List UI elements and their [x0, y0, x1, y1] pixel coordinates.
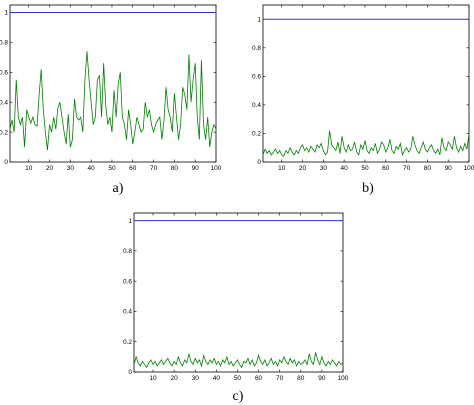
plot-frame — [9, 4, 217, 163]
x-tick-label: 10 — [25, 165, 33, 172]
x-tick-label: 50 — [361, 165, 369, 172]
x-tick-label: 50 — [234, 375, 242, 382]
x-tick-label: 90 — [445, 165, 453, 172]
series-line-signal — [9, 51, 217, 151]
x-tick-label: 40 — [88, 165, 96, 172]
y-tick-label: 0.2 — [123, 339, 132, 346]
chart-panel-1: 10 20 30 40 50 60 70 80 90 100 0 0.2 0.4 0.6 0.8 1 a) — [0, 4, 222, 196]
x-tick-label: 70 — [403, 165, 411, 172]
x-tick-label: 20 — [299, 165, 307, 172]
y-tick-label: 0.8 — [123, 248, 132, 255]
x-tick-label: 30 — [67, 165, 75, 172]
y-tick-label: 0.6 — [252, 74, 261, 81]
x-tick-label: 70 — [276, 375, 284, 382]
x-tick-label: 100 — [338, 375, 349, 382]
y-tick-label: 0.8 — [252, 45, 261, 52]
y-tick-label: 0 — [257, 159, 261, 166]
y-tick-label: 0.6 — [0, 69, 8, 76]
x-tick-label: 50 — [108, 165, 116, 172]
chart-panel-2: 10 20 30 40 50 60 70 80 90 100 0 0.2 0.4 0.6 0.8 1 b) — [252, 4, 474, 196]
x-tick-label: 40 — [213, 375, 221, 382]
panel-label: a) — [113, 181, 124, 196]
x-tick-label: 80 — [424, 165, 432, 172]
series-line-signal — [133, 352, 344, 369]
x-tick-label: 100 — [211, 165, 222, 172]
y-tick-label: 0 — [4, 159, 8, 166]
y-tick-label: 0.4 — [123, 309, 132, 316]
y-tick-label: 0.6 — [123, 278, 132, 285]
y-tick-label: 0.2 — [252, 131, 261, 138]
x-tick-label: 80 — [297, 375, 305, 382]
plot-frame — [262, 4, 470, 163]
x-tick-label: 60 — [255, 375, 263, 382]
x-tick-label: 60 — [382, 165, 390, 172]
y-tick-label: 0 — [128, 369, 132, 376]
x-tick-label: 80 — [171, 165, 179, 172]
x-tick-label: 20 — [170, 375, 178, 382]
x-tick-label: 30 — [320, 165, 328, 172]
x-tick-label: 100 — [464, 165, 474, 172]
chart-panel-3: 10 20 30 40 50 60 70 80 90 100 0 0.2 0.4 0.6 0.8 1 c) — [123, 212, 349, 404]
y-tick-label: 0.2 — [0, 129, 8, 136]
x-tick-label: 90 — [318, 375, 326, 382]
plot-frame — [133, 212, 344, 373]
y-tick-label: 1 — [128, 218, 132, 225]
y-tick-label: 0.4 — [252, 102, 261, 109]
x-tick-label: 40 — [341, 165, 349, 172]
panel-label: c) — [233, 389, 244, 404]
x-tick-label: 10 — [278, 165, 286, 172]
x-tick-label: 90 — [192, 165, 200, 172]
series-line-signal — [262, 130, 470, 157]
y-tick-label: 0.8 — [0, 40, 8, 47]
x-tick-label: 60 — [129, 165, 137, 172]
y-tick-label: 0.4 — [0, 99, 8, 106]
x-tick-label: 70 — [150, 165, 158, 172]
x-tick-label: 10 — [149, 375, 157, 382]
panel-label: b) — [362, 181, 374, 196]
y-tick-label: 1 — [257, 16, 261, 23]
x-tick-label: 30 — [192, 375, 200, 382]
x-tick-label: 20 — [46, 165, 54, 172]
y-tick-label: 1 — [4, 10, 8, 17]
